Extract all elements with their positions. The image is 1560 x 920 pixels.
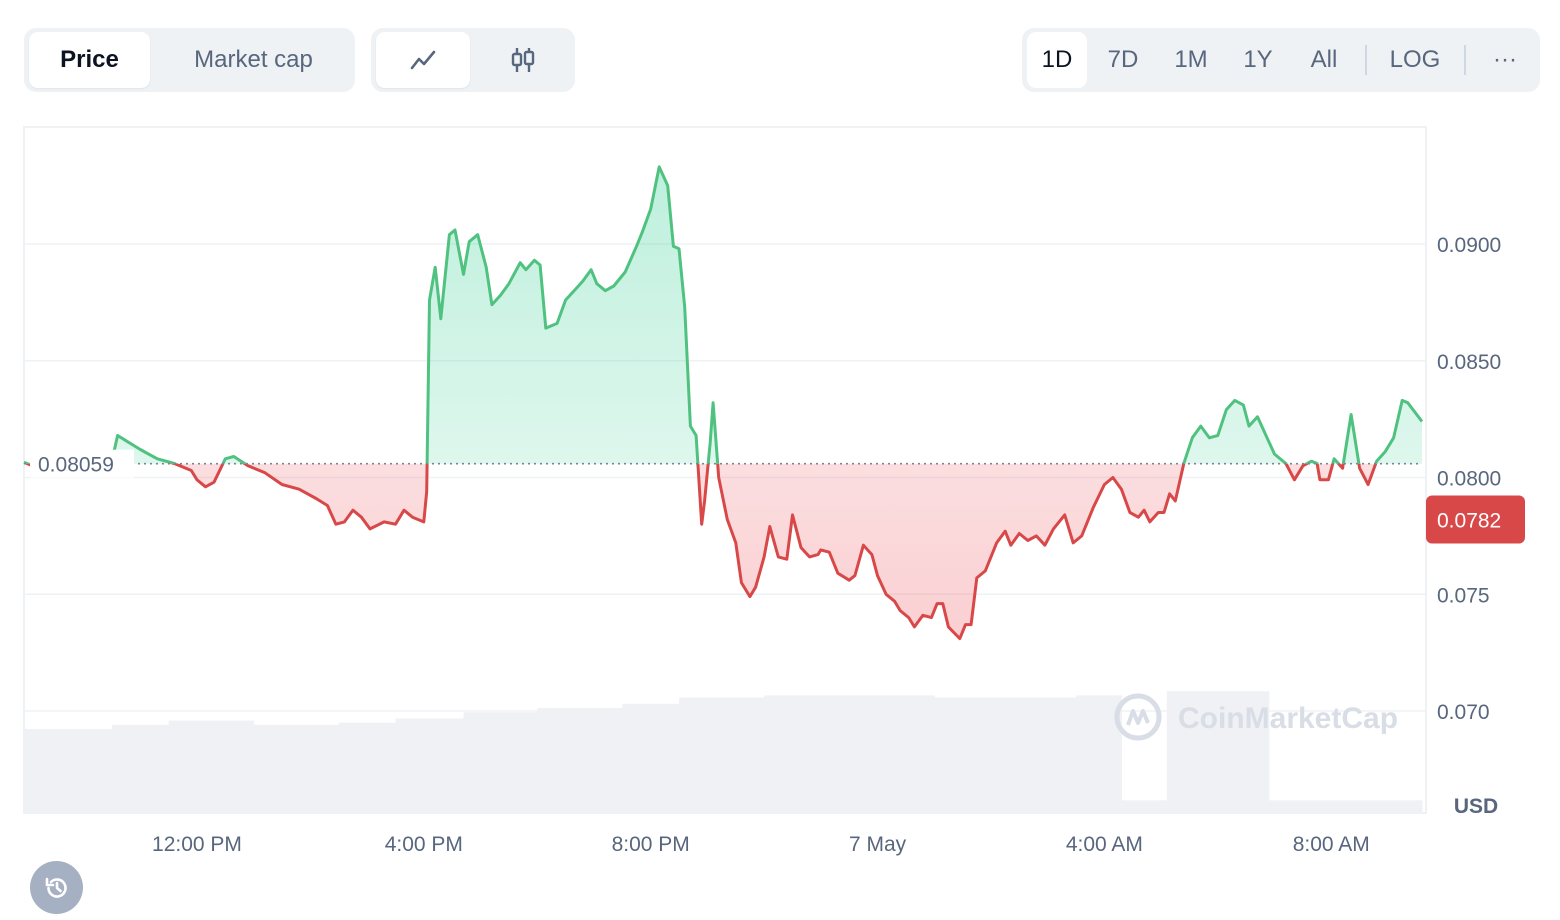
- volume-bar: [849, 695, 935, 813]
- x-tick-label: 4:00 AM: [1066, 833, 1143, 856]
- y-tick-label: 0.0850: [1437, 351, 1501, 374]
- range-7d[interactable]: 7D: [1107, 46, 1139, 73]
- history-button[interactable]: [30, 861, 83, 914]
- time-range-toggle: 1D 7D 1M 1Y All LOG ···: [1022, 28, 1540, 92]
- range-1m[interactable]: 1M: [1174, 46, 1208, 73]
- area-fill-below: [27, 463, 1376, 639]
- range-all[interactable]: All: [1310, 46, 1338, 73]
- volume-bar: [1166, 691, 1230, 813]
- volume-bar: [1161, 800, 1168, 813]
- candlestick-icon: [511, 48, 535, 72]
- reference-value-label: 0.08059: [38, 454, 114, 477]
- y-axis: 0.070 0.075 0.0800 0.0850 0.0900: [1437, 234, 1501, 724]
- volume-bar: [764, 695, 850, 813]
- range-1d[interactable]: 1D: [1027, 32, 1087, 88]
- price-line-above: [23, 165, 1424, 464]
- volume-bar: [679, 697, 765, 813]
- line-chart-icon: [410, 50, 436, 70]
- volume-bar: [24, 729, 113, 813]
- price-line-below: [23, 463, 1378, 641]
- x-tick-label: 12:00 PM: [152, 833, 242, 856]
- divider: [1365, 45, 1367, 75]
- area-fill-above: [24, 166, 1422, 464]
- volume-bar: [463, 712, 538, 813]
- reference-label-bg: [30, 449, 134, 478]
- current-price-badge: [1426, 495, 1525, 544]
- chart-view-toggle: [371, 28, 575, 92]
- volume-bar: [111, 724, 170, 813]
- volume-bar: [1319, 800, 1366, 813]
- volume-bar: [622, 703, 680, 813]
- divider: [1464, 45, 1466, 75]
- volume-bars: [24, 691, 1423, 813]
- watermark-text: CoinMarketCap: [1178, 702, 1398, 735]
- price-marketcap-toggle: Price Market cap: [24, 28, 355, 92]
- volume-bar: [934, 697, 1020, 813]
- watermark: CoinMarketCap: [1114, 693, 1398, 741]
- log-scale-button[interactable]: LOG: [1389, 46, 1441, 73]
- tab-price[interactable]: Price: [29, 32, 150, 88]
- tab-market-cap[interactable]: Market cap: [194, 46, 313, 73]
- x-tick-label: 4:00 PM: [385, 833, 463, 856]
- y-tick-label: 0.075: [1437, 584, 1490, 607]
- range-1y[interactable]: 1Y: [1243, 46, 1273, 73]
- x-tick-label: 8:00 PM: [612, 833, 690, 856]
- volume-bar: [1076, 695, 1122, 813]
- x-axis: 12:00 PM 4:00 PM 8:00 PM 7 May 4:00 AM 8:00 A…: [152, 833, 1370, 856]
- volume-bar: [1268, 800, 1321, 813]
- y-tick-label: 0.0900: [1437, 234, 1501, 257]
- candlestick-chart-button[interactable]: [476, 32, 570, 88]
- volume-bar: [168, 720, 255, 813]
- x-tick-label: 7 May: [849, 833, 907, 856]
- volume-bar: [1121, 800, 1162, 813]
- y-unit-label: USD: [1454, 795, 1498, 818]
- volume-bar: [537, 708, 623, 813]
- y-tick-label: 0.070: [1437, 701, 1490, 724]
- more-options-button[interactable]: ···: [1493, 46, 1517, 73]
- volume-bar: [1229, 691, 1270, 813]
- volume-bar: [338, 722, 396, 813]
- current-price-label: 0.0782: [1437, 510, 1501, 533]
- line-chart-button[interactable]: [376, 32, 470, 88]
- volume-bar: [1365, 800, 1423, 813]
- x-tick-label: 8:00 AM: [1293, 833, 1370, 856]
- volume-bar: [253, 724, 340, 813]
- y-tick-label: 0.0800: [1437, 468, 1501, 491]
- volume-bar: [395, 718, 465, 813]
- coinmarketcap-logo-icon: [1114, 693, 1162, 741]
- history-icon: [45, 877, 67, 898]
- volume-bar: [1019, 697, 1077, 813]
